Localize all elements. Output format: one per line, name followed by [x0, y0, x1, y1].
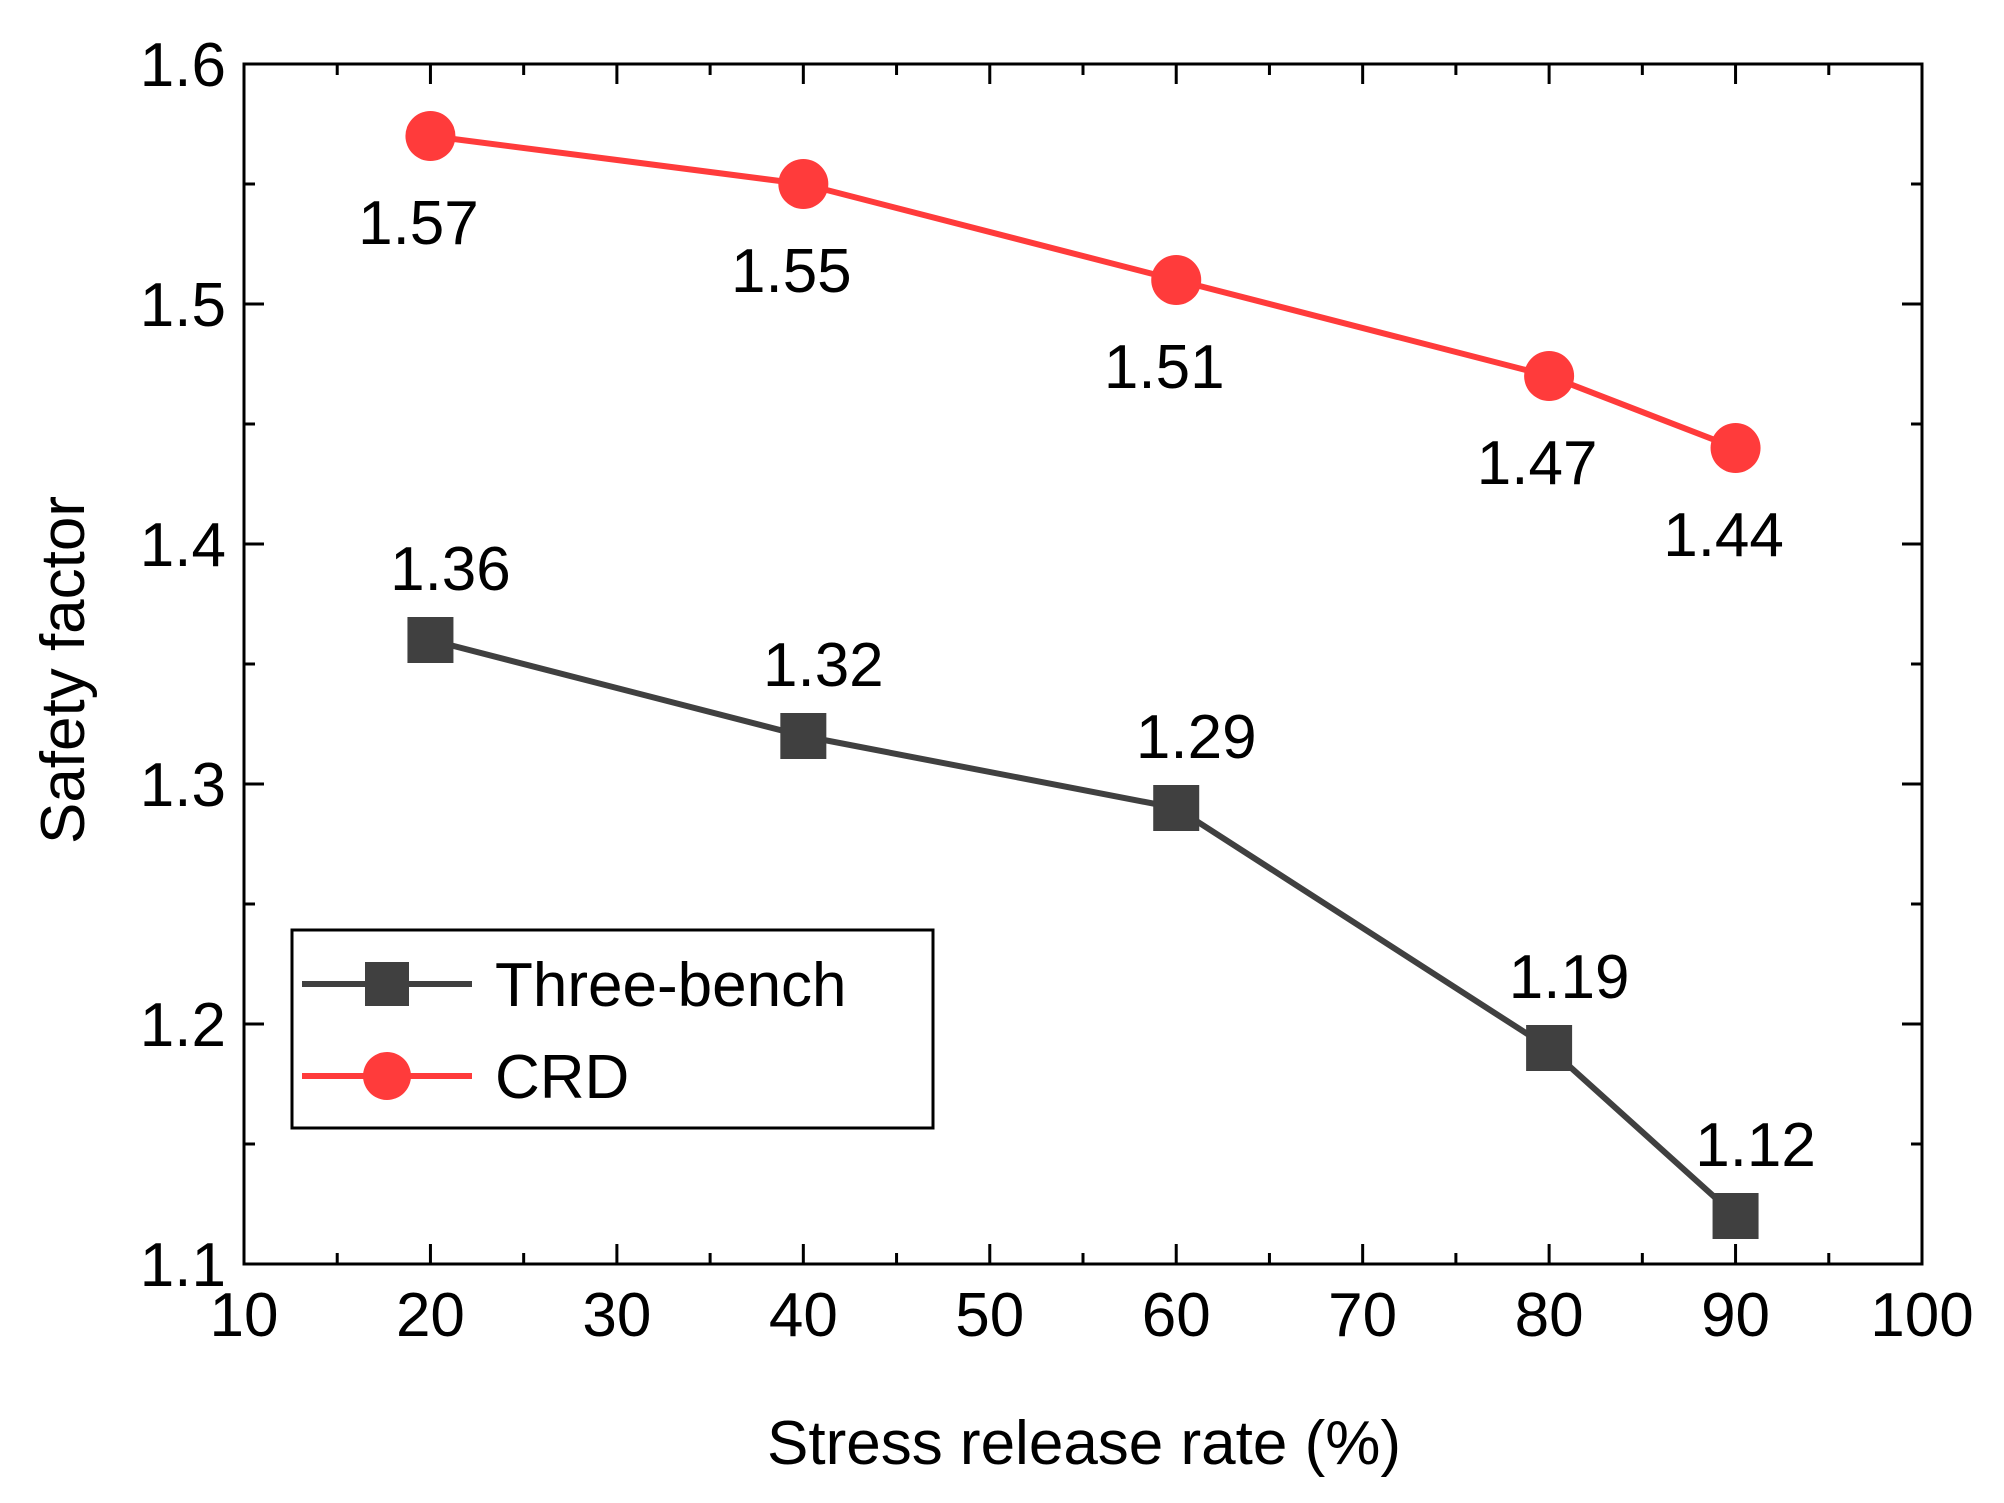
- y-tick-label: 1.1: [140, 1231, 226, 1300]
- data-label-crd: 1.55: [731, 237, 852, 306]
- series-line-three-bench: [429, 637, 1738, 1219]
- data-label-three-bench: 1.12: [1695, 1111, 1816, 1180]
- data-label-crd: 1.57: [358, 189, 479, 258]
- x-tick-label: 10: [210, 1281, 279, 1350]
- data-label-three-bench: 1.19: [1509, 943, 1630, 1012]
- data-labels: 1.36 1.32 1.29 1.19 1.12 1.57 1.55 1.51 1.47 1.44: [358, 189, 1816, 1180]
- data-label-three-bench: 1.36: [390, 535, 511, 604]
- x-tick-label: 40: [769, 1281, 838, 1350]
- legend: Three-bench CRD: [290, 928, 935, 1130]
- data-label-three-bench: 1.29: [1136, 703, 1257, 772]
- y-axis-title: Safety factor: [29, 496, 98, 844]
- legend-label-three-bench: Three-bench: [495, 951, 847, 1020]
- series-layer: [405, 111, 1761, 1239]
- data-point-crd: [405, 111, 456, 161]
- data-point-crd: [1524, 351, 1575, 401]
- x-tick-label: 100: [1870, 1281, 1973, 1350]
- data-point-three-bench: [407, 617, 454, 663]
- x-axis-title: Stress release rate (%): [767, 1409, 1401, 1478]
- x-tick-label: 90: [1701, 1281, 1770, 1350]
- x-tick-label: 50: [955, 1281, 1024, 1350]
- data-point-crd: [1710, 423, 1761, 473]
- x-tick-label: 80: [1515, 1281, 1584, 1350]
- x-tick-label: 70: [1328, 1281, 1397, 1350]
- data-point-crd: [1151, 255, 1202, 305]
- x-tick-label: 30: [582, 1281, 651, 1350]
- y-tick-label: 1.5: [140, 271, 226, 340]
- series-line-crd: [430, 133, 1737, 451]
- x-tick-label: 60: [1142, 1281, 1211, 1350]
- data-label-crd: 1.44: [1663, 501, 1784, 570]
- legend-marker-crd: [363, 1052, 411, 1100]
- y-axis: 1.1 1.2 1.3 1.4 1.5 1.6: [140, 31, 1922, 1300]
- data-point-three-bench: [1526, 1025, 1573, 1071]
- data-point-three-bench: [780, 713, 827, 759]
- data-point-three-bench: [1712, 1193, 1759, 1239]
- x-axis: 10 20 30 40 50 60 70 80 90 100: [210, 64, 1974, 1350]
- legend-marker-three-bench: [365, 962, 409, 1006]
- x-tick-label: 20: [396, 1281, 465, 1350]
- data-label-three-bench: 1.32: [763, 631, 884, 700]
- y-tick-label: 1.2: [140, 991, 226, 1060]
- data-point-crd: [778, 159, 829, 209]
- y-tick-label: 1.3: [140, 751, 226, 820]
- data-label-crd: 1.51: [1104, 333, 1225, 402]
- legend-label-crd: CRD: [495, 1043, 629, 1112]
- y-tick-label: 1.6: [140, 31, 226, 100]
- data-label-crd: 1.47: [1477, 429, 1598, 498]
- data-point-three-bench: [1153, 785, 1200, 831]
- y-tick-label: 1.4: [140, 511, 226, 580]
